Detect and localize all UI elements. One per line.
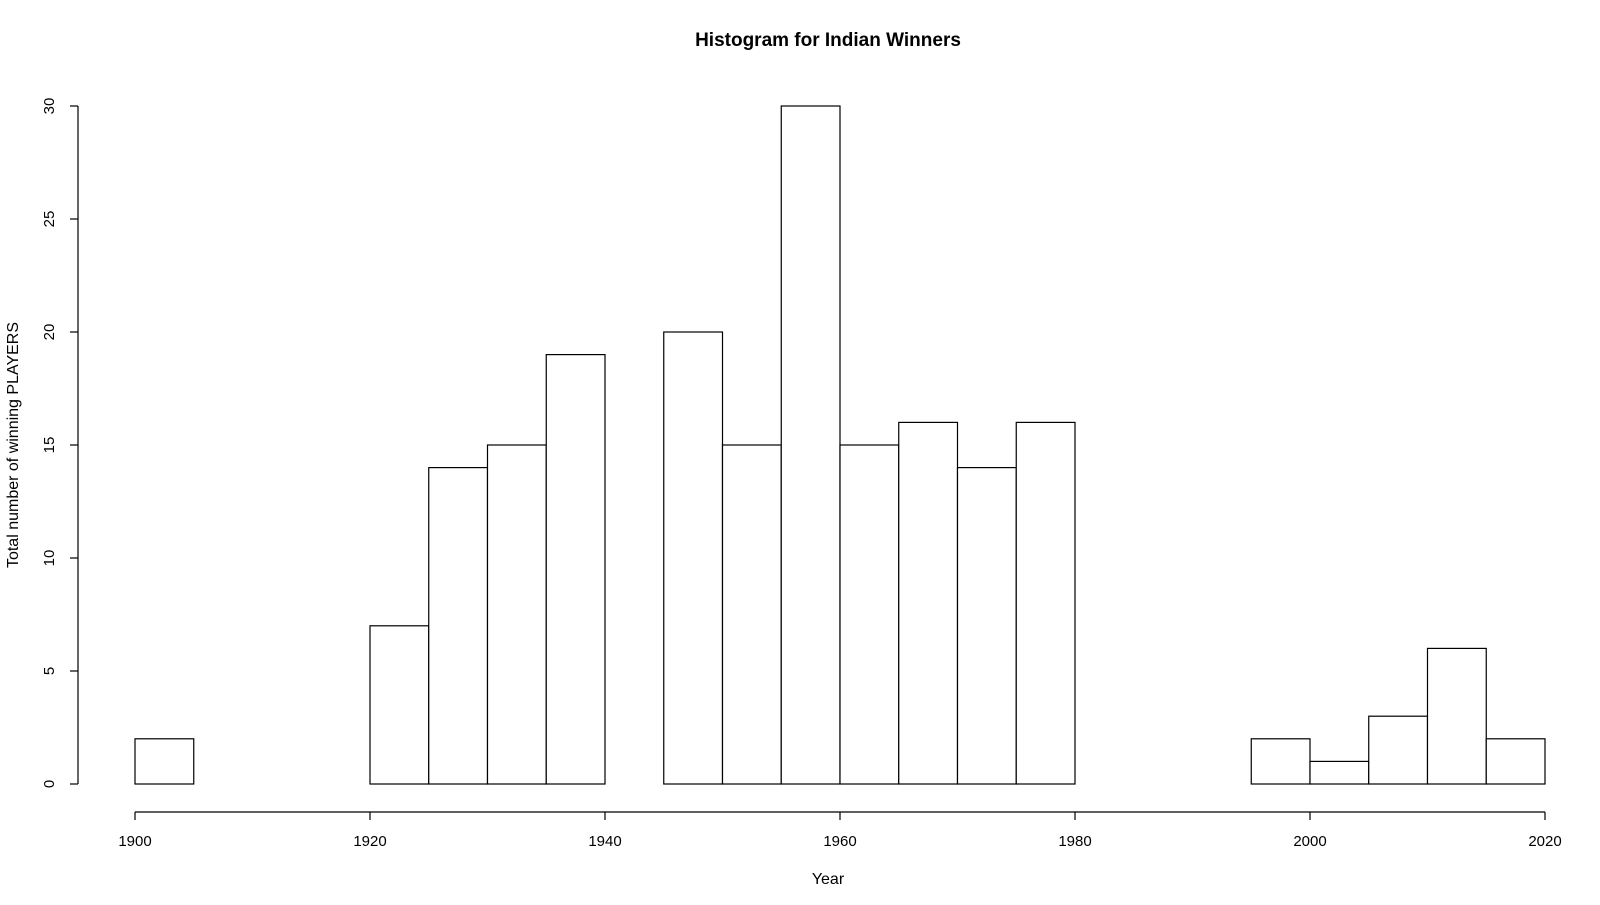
bar-2000-2005 [1309, 760, 1370, 785]
x-tick-label-1920: 1920 [353, 833, 386, 850]
y-tick-label-0: 0 [41, 780, 58, 788]
y-tick-label-5: 5 [41, 667, 58, 675]
y-tick-label-25: 25 [41, 211, 58, 228]
x-tick-label-2000: 2000 [1293, 833, 1326, 850]
y-axis-label: Total number of winning PLAYERS [5, 322, 22, 568]
x-tick-label-1940: 1940 [588, 833, 621, 850]
bar-1960-1965 [839, 444, 900, 785]
bar-1925-1930 [428, 467, 489, 785]
y-tick-label-10: 10 [41, 550, 58, 567]
x-tick-label-2020: 2020 [1528, 833, 1561, 850]
bar-1935-1940 [545, 354, 606, 785]
y-tick-label-15: 15 [41, 437, 58, 454]
bars-layer [134, 105, 1546, 785]
bar-2010-2015 [1426, 647, 1487, 785]
y-tick-label-20: 20 [41, 324, 58, 341]
bar-1955-1960 [780, 105, 841, 785]
bar-1920-1925 [369, 625, 430, 785]
bar-1950-1955 [721, 444, 782, 785]
bar-1930-1935 [486, 444, 547, 785]
chart-title: Histogram for Indian Winners [695, 30, 961, 51]
bar-1975-1980 [1015, 421, 1076, 785]
bar-2005-2010 [1368, 715, 1429, 785]
bar-1970-1975 [956, 467, 1017, 785]
x-tick-label-1980: 1980 [1058, 833, 1091, 850]
x-axis-label: Year [812, 871, 845, 888]
y-tick-label-30: 30 [41, 98, 58, 115]
bar-1900-1905 [134, 738, 195, 785]
bar-1945-1950 [663, 331, 724, 785]
x-tick-label-1900: 1900 [118, 833, 151, 850]
x-axis: 1900 1920 1940 1960 1980 2000 2020 [118, 811, 1562, 850]
bar-2015-2020 [1485, 738, 1546, 785]
bar-1995-2000 [1250, 738, 1311, 785]
bar-1965-1970 [898, 421, 959, 785]
x-tick-label-1960: 1960 [823, 833, 856, 850]
y-axis: 0 5 10 15 20 25 30 [41, 98, 79, 788]
